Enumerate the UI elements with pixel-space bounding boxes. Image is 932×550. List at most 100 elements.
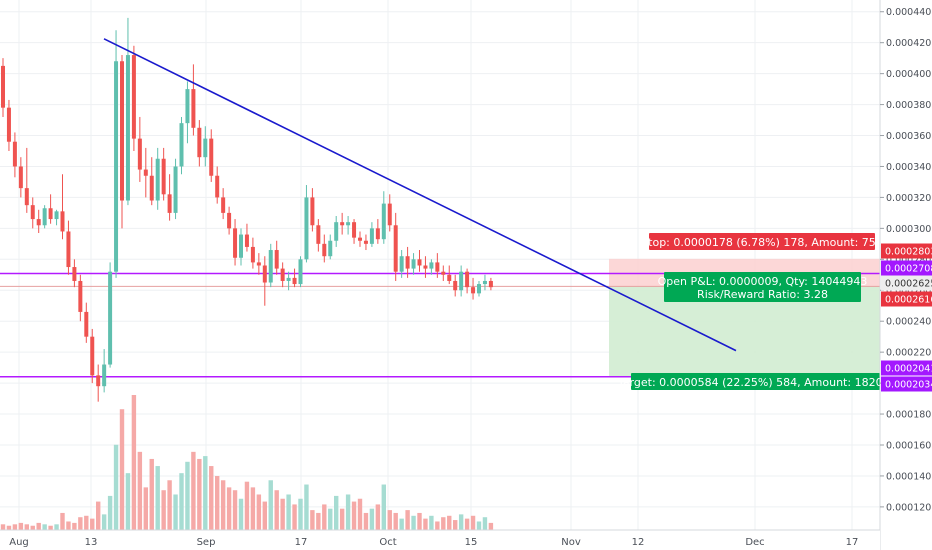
candle-body — [72, 267, 77, 281]
candle-body — [286, 277, 291, 281]
candle-body — [435, 262, 440, 272]
candle-body — [60, 211, 65, 232]
candle-body — [12, 141, 17, 167]
candle-body — [488, 280, 493, 288]
candle-body — [120, 61, 124, 201]
price-tick-label: 0.0004400 — [886, 7, 932, 18]
candle-body — [108, 271, 113, 365]
volume-bar — [244, 481, 250, 530]
candle-body — [239, 234, 243, 258]
candle-body — [429, 262, 434, 269]
candle-body — [262, 265, 267, 283]
volume-bar — [113, 444, 119, 530]
candle-body — [310, 197, 315, 226]
candle-body — [221, 197, 226, 213]
candle-body — [369, 228, 374, 244]
volume-bar — [185, 461, 190, 530]
price-tag: 0.0002625 — [881, 275, 932, 291]
candle-body — [36, 219, 41, 226]
candle-body — [185, 89, 190, 124]
candle-body — [197, 127, 202, 158]
volume-bar — [149, 458, 154, 530]
volume-bar — [66, 521, 71, 530]
volume-bar — [137, 451, 143, 530]
volume-bar — [363, 512, 369, 530]
volume-bar — [215, 476, 220, 530]
volume-bar — [387, 510, 392, 530]
volume-bar — [262, 501, 267, 530]
volume-bar — [226, 487, 232, 530]
candle-body — [125, 55, 130, 201]
volume-bar — [393, 512, 398, 530]
time-tick-label: Aug — [9, 537, 29, 548]
volume-bar — [191, 451, 196, 530]
candle-body — [96, 375, 101, 387]
candle-body — [203, 138, 208, 158]
candle-body — [250, 246, 255, 263]
volume-bar — [322, 504, 327, 530]
volume-bar — [423, 518, 428, 530]
candle-body — [471, 287, 476, 294]
time-tick-label: 15 — [465, 537, 478, 548]
candle-body — [298, 259, 303, 285]
candle-body — [233, 228, 238, 258]
volume-bar — [84, 515, 89, 530]
volume-bar — [488, 522, 494, 530]
pnl-label-bg — [664, 272, 861, 302]
volume-bar — [310, 510, 315, 530]
candle-body — [167, 194, 172, 213]
price-tag-bg — [881, 376, 932, 392]
volume-bar — [405, 510, 410, 530]
volume-bar — [209, 466, 214, 530]
time-tick-label: 17 — [846, 537, 859, 548]
candle-body — [143, 169, 148, 176]
pnl-label: Open P&L: 0.0000009, Qty: 14044943Risk/R… — [658, 272, 868, 302]
time-axis-bg — [0, 530, 880, 550]
candle-body — [441, 271, 446, 275]
volume-bar — [286, 494, 291, 530]
candle-body — [149, 175, 154, 201]
price-tag-bg — [881, 243, 932, 259]
volume-bar — [351, 501, 357, 530]
volume-bar — [107, 495, 113, 530]
price-tag: 0.0002803 — [881, 243, 932, 259]
volume-bar — [0, 524, 6, 530]
price-tag: 0.0002616 — [881, 291, 932, 307]
volume-bar — [304, 484, 309, 530]
volume-bar — [280, 498, 285, 530]
volume-bar — [131, 395, 137, 530]
volume-bar — [339, 508, 345, 530]
candle-body — [215, 175, 220, 198]
pnl-label-text: Open P&L: 0.0000009, Qty: 14044943 — [658, 275, 868, 288]
candle-body — [268, 250, 273, 283]
volume-bar — [24, 524, 29, 530]
candle-body — [30, 205, 35, 220]
price-tag: 0.0002708 — [881, 260, 932, 276]
stop-label-text: Stop: 0.0000178 (6.78%) 178, Amount: 750 — [641, 236, 883, 249]
volume-bar — [232, 490, 238, 530]
volume-bar — [334, 495, 339, 530]
volume-bar — [357, 498, 363, 530]
candle-body — [453, 280, 458, 291]
time-tick-label: Sep — [197, 537, 216, 548]
volume-bar — [292, 504, 297, 530]
candle-body — [173, 166, 178, 213]
target-label-text: Target: 0.0000584 (22.25%) 584, Amount: … — [617, 376, 893, 389]
candle-body — [280, 268, 285, 281]
candle-body — [191, 89, 196, 128]
candle-body — [423, 265, 428, 269]
volume-bar — [238, 498, 244, 530]
time-tick-label: Dec — [745, 537, 764, 548]
candle-body — [340, 222, 345, 226]
candle-body — [411, 259, 416, 269]
volume-bar — [155, 466, 160, 530]
candle-body — [18, 166, 23, 189]
candle-body — [417, 259, 422, 266]
